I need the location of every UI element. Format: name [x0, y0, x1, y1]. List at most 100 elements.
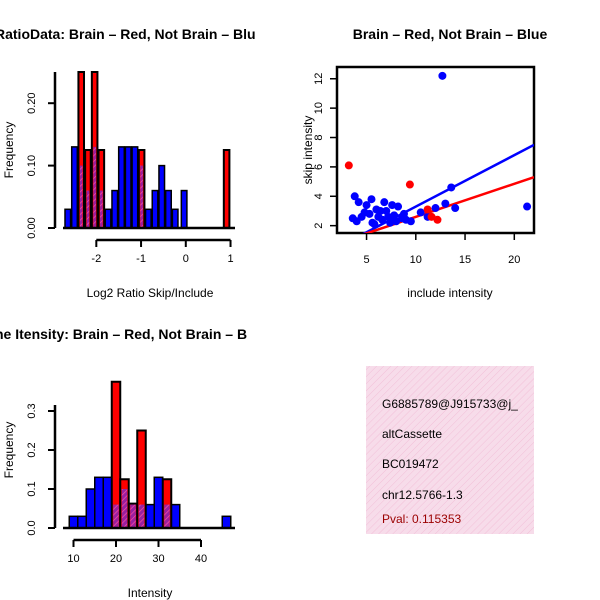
scatter-x-tick-label: 5	[363, 254, 369, 266]
not-brain-point	[523, 202, 532, 211]
ratio-not-brain-bar	[70, 146, 79, 229]
brain-point	[344, 161, 353, 170]
ratio-histogram-xlabel: Log2 Ratio Skip/Include	[87, 286, 214, 300]
not-brain-point	[376, 206, 385, 215]
intensity-y-tick-label: 0.2	[26, 442, 38, 457]
intensity-not-brain-bar	[94, 476, 104, 529]
ratio-histogram-bars	[63, 71, 235, 230]
ratio-brain-bar	[222, 149, 231, 229]
ratio-histogram-ylabel: Frequency	[2, 122, 16, 179]
ratio-not-brain-bar	[151, 189, 159, 229]
ratio-not-brain-bar	[104, 208, 112, 229]
not-brain-point	[384, 212, 393, 221]
intensity-not-brain-bar	[145, 503, 155, 529]
intensity-y-tick-label: 0.1	[26, 481, 38, 496]
intensity-not-brain-bar	[77, 515, 87, 529]
ratio-histogram-panel: RatioData: Brain – Red, Not Brain – Blu …	[0, 26, 256, 300]
ratio-y-tick-label: 0.20	[26, 92, 38, 113]
intensity-histogram-panel: ne Itensity: Brain – Red, Not Brain – B …	[0, 326, 247, 600]
ratio-not-brain-bar	[171, 208, 179, 229]
not-brain-point	[431, 204, 440, 213]
not-brain-point	[380, 198, 389, 207]
scatter-xlabel: include intensity	[407, 286, 492, 300]
not-brain-point	[370, 220, 379, 229]
intensity-overlap-hatch	[138, 504, 145, 528]
not-brain-point	[406, 217, 415, 226]
intensity-not-brain-bar	[68, 515, 79, 529]
info-event-type: altCassette	[382, 427, 442, 441]
ratio-overlap-hatch	[100, 190, 103, 228]
intensity-not-brain-bar	[85, 488, 96, 529]
ratio-overlap-hatch	[140, 165, 143, 228]
intensity-histogram-title: ne Itensity: Brain – Red, Not Brain – B	[0, 326, 247, 342]
scatter-y-tick-label: 12	[313, 73, 325, 85]
intensity-histogram-ylabel: Frequency	[2, 422, 16, 479]
brain-point	[427, 212, 436, 221]
not-brain-point	[416, 208, 425, 217]
brain-point	[405, 180, 414, 189]
intensity-histogram-axes: 10 20 30 40 0.0 0.1 0.2 0.3	[26, 403, 207, 565]
ratio-x-tick-label: 0	[183, 253, 189, 265]
ratio-x-tick-label: -2	[91, 253, 101, 265]
scatter-y-tick-label: 6	[313, 164, 325, 170]
brain-point	[433, 215, 442, 224]
scatter-plot-box	[335, 65, 536, 235]
intensity-scatter-panel: Brain – Red, Not Brain – Blue include in…	[301, 26, 547, 300]
not-brain-point	[399, 209, 408, 218]
intensity-x-tick-label: 30	[152, 553, 164, 565]
info-accession: BC019472	[382, 457, 439, 471]
ratio-x-tick-label: -1	[136, 253, 146, 265]
not-brain-point	[354, 198, 363, 207]
not-brain-point	[392, 217, 401, 226]
not-brain-point	[438, 71, 447, 80]
ratio-not-brain-bar	[144, 208, 152, 229]
ratio-overlap-hatch	[93, 146, 96, 228]
scatter-title: Brain – Red, Not Brain – Blue	[353, 26, 548, 42]
info-location: chr12.5766-1.3	[382, 488, 463, 502]
ratio-not-brain-bar	[64, 208, 72, 229]
scatter-ylabel: skip intensity	[301, 116, 315, 185]
not-brain-point	[447, 183, 456, 192]
intensity-y-tick-label: 0.3	[26, 403, 38, 418]
ratio-histogram-title: RatioData: Brain – Red, Not Brain – Blu	[0, 26, 256, 42]
intensity-not-brain-bar	[102, 476, 113, 529]
info-pval: Pval: 0.115353	[382, 512, 461, 526]
not-brain-point	[441, 199, 450, 208]
scatter-x-tick-label: 10	[410, 254, 422, 266]
ratio-not-brain-bar	[131, 146, 139, 229]
ratio-not-brain-bar	[180, 189, 188, 229]
ratio-y-tick-label: 0.00	[26, 217, 38, 238]
not-brain-point	[360, 208, 369, 217]
scatter-y-tick-label: 8	[313, 134, 325, 140]
scatter-x-tick-label: 15	[459, 254, 471, 266]
intensity-y-tick-label: 0.0	[26, 520, 38, 535]
intensity-not-brain-bar	[170, 503, 181, 529]
not-brain-fit-line	[362, 143, 534, 233]
intensity-histogram-xlabel: Intensity	[128, 586, 173, 600]
not-brain-point	[451, 204, 460, 213]
intensity-not-brain-bar	[221, 515, 232, 529]
ratio-histogram-axes: -2 -1 0 1 0.00 0.10 0.20	[26, 72, 234, 265]
intensity-not-brain-bar	[153, 476, 164, 529]
ratio-not-brain-bar	[111, 189, 119, 229]
brain-point	[423, 205, 432, 214]
ratio-overlap-hatch	[86, 190, 90, 228]
not-brain-point	[362, 201, 371, 210]
scatter-axes: 5 10 15 20 2 4 6 8 10 12	[313, 73, 520, 266]
scatter-y-tick-label: 4	[313, 193, 325, 199]
scatter-y-tick-label: 10	[313, 102, 325, 114]
ratio-not-brain-bar	[158, 164, 166, 229]
scatter-y-tick-label: 2	[313, 223, 325, 229]
ratio-not-brain-bar	[117, 146, 126, 229]
intensity-x-tick-label: 20	[110, 553, 122, 565]
not-brain-point	[350, 192, 359, 201]
intensity-x-tick-label: 40	[195, 553, 207, 565]
ratio-not-brain-bar	[164, 189, 173, 229]
intensity-x-tick-label: 10	[67, 553, 79, 565]
not-brain-point	[388, 201, 397, 210]
ratio-not-brain-bar	[124, 146, 132, 229]
intensity-overlap-hatch	[164, 504, 170, 528]
scatter-x-tick-label: 20	[508, 254, 520, 266]
not-brain-point	[378, 215, 387, 224]
